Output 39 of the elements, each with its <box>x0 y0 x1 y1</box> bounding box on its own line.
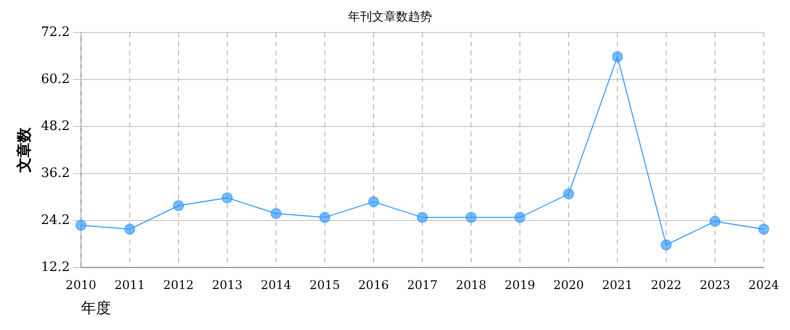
y-tick-label: 72.2 <box>40 24 70 40</box>
x-tick-label: 2015 <box>310 278 340 292</box>
point <box>514 212 526 223</box>
y-axis-title: 文章数 <box>14 126 33 174</box>
point <box>368 196 380 208</box>
point <box>660 239 672 250</box>
point <box>270 208 282 220</box>
y-tick-label: 12.2 <box>40 260 70 275</box>
y-tick-label: 24.2 <box>40 212 70 228</box>
x-tick-label: 2020 <box>553 278 584 292</box>
x-axis-title: 年度 <box>80 298 111 317</box>
x-tick-label: 2010 <box>66 278 96 292</box>
x-tick-label: 2021 <box>602 278 633 292</box>
point <box>75 220 86 231</box>
point <box>416 212 428 223</box>
x-tick-label: 2018 <box>456 278 486 292</box>
point <box>758 224 770 235</box>
x-tick-label: 2012 <box>163 278 194 292</box>
x-tick-label: 2022 <box>650 278 682 292</box>
point <box>709 216 720 227</box>
x-tick-label: 2016 <box>358 278 389 292</box>
x-tick-label: 2024 <box>748 278 780 292</box>
x-tick-label: 2019 <box>504 278 536 292</box>
x-tick-label: 2017 <box>407 278 438 292</box>
y-tick-label: 60.2 <box>40 72 70 87</box>
x-tick-label: 2013 <box>212 278 243 292</box>
x-tick-label: 2011 <box>114 278 145 292</box>
y-tick-label: 48.2 <box>40 118 70 134</box>
point <box>563 188 574 200</box>
point <box>124 224 136 235</box>
y-tick-label: 36.2 <box>40 166 70 181</box>
chart-title: 年刊文章数趋势 <box>348 9 432 24</box>
point <box>466 212 477 223</box>
x-tick-label: 2014 <box>260 278 292 292</box>
x-tick-label: 2023 <box>700 278 730 292</box>
point <box>612 51 623 62</box>
point <box>222 192 233 204</box>
point <box>172 200 184 212</box>
point <box>319 212 330 223</box>
